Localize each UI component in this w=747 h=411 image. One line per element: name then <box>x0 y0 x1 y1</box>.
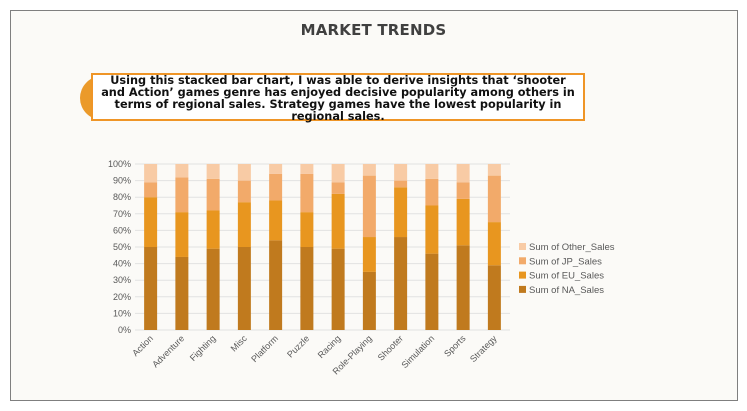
legend-label-na: Sum of NA_Sales <box>529 285 604 296</box>
y-tick-label: 40% <box>113 259 131 269</box>
legend-swatch-other <box>519 243 526 250</box>
legend-swatch-eu <box>519 271 526 279</box>
y-tick-label: 100% <box>108 159 131 169</box>
bar-segment-jp <box>300 173 314 213</box>
y-tick-label: 30% <box>113 275 131 285</box>
x-tick-label: Misc <box>229 333 250 354</box>
bar-segment-jp <box>362 175 376 238</box>
legend-swatch-na <box>519 285 526 293</box>
bar-segment-na <box>331 248 345 330</box>
bar-segment-eu <box>362 237 376 272</box>
bar-segment-eu <box>206 210 220 249</box>
y-tick-label: 10% <box>113 308 131 318</box>
bar-segment-eu <box>175 212 189 257</box>
legend-swatch-jp <box>519 257 526 265</box>
legend-label-other: Sum of Other_Sales <box>529 242 615 253</box>
bar-segment-eu <box>456 198 470 246</box>
bars <box>144 164 501 330</box>
bar-segment-jp <box>144 182 158 198</box>
x-tick-label: Puzzle <box>285 333 311 359</box>
bar-segment-other <box>425 164 439 179</box>
y-tick-label: 20% <box>113 292 131 302</box>
bar-segment-na <box>487 265 501 330</box>
bar-segment-jp <box>487 175 501 223</box>
bar-segment-na <box>206 248 220 330</box>
bar-segment-eu <box>487 222 501 266</box>
bar-segment-na <box>144 247 158 330</box>
y-tick-label: 80% <box>113 192 131 202</box>
x-tick-label: Simulation <box>399 333 436 370</box>
bar-segment-other <box>487 164 501 176</box>
x-tick-label: Adventure <box>150 333 186 369</box>
bar-segment-eu <box>300 212 314 247</box>
x-tick-label: Fighting <box>188 333 218 363</box>
bar-segment-jp <box>331 182 345 194</box>
bar-segment-jp <box>425 178 439 206</box>
legend-label-jp: Sum of JP_Sales <box>529 256 602 267</box>
bar-segment-na <box>456 245 470 330</box>
bar-segment-other <box>456 164 470 183</box>
y-tick-label: 70% <box>113 209 131 219</box>
bar-segment-jp <box>206 178 220 211</box>
bar-segment-na <box>237 247 251 330</box>
x-tick-label: Platform <box>249 333 280 364</box>
bar-segment-na <box>269 240 283 330</box>
legend: Sum of Other_Sales Sum of JP_Sales Sum of … <box>519 242 615 296</box>
y-axis-labels: 0% 10% 20% 30% 40% 50% 60% 70% 80% 90% 100% <box>108 159 131 335</box>
bar-segment-na <box>394 237 408 330</box>
bar-segment-jp <box>237 180 251 203</box>
x-tick-label: Strategy <box>468 333 499 364</box>
bar-segment-jp <box>175 177 189 213</box>
y-tick-label: 50% <box>113 242 131 252</box>
bar-segment-other <box>144 164 158 183</box>
bar-segment-eu <box>269 200 283 241</box>
bar-segment-other <box>394 164 408 181</box>
bar-segment-jp <box>394 180 408 188</box>
page-title: MARKET TRENDS <box>300 21 447 39</box>
bar-segment-other <box>269 164 283 174</box>
bar-segment-jp <box>269 173 283 201</box>
legend-label-eu: Sum of EU_Sales <box>529 271 604 282</box>
bar-segment-na <box>362 271 376 330</box>
bar-segment-eu <box>144 197 158 247</box>
bar-segment-other <box>300 164 314 174</box>
bar-segment-na <box>175 256 189 330</box>
bar-segment-eu <box>394 187 408 238</box>
x-tick-label: Shooter <box>376 333 405 362</box>
insight-box: Using this stacked bar chart, I was able… <box>91 73 585 123</box>
bar-segment-na <box>425 253 439 330</box>
bar-segment-eu <box>237 202 251 247</box>
bar-segment-other <box>237 164 251 181</box>
x-tick-label: Action <box>130 333 155 358</box>
y-tick-label: 0% <box>118 325 131 335</box>
gridlines <box>135 163 510 331</box>
y-tick-label: 90% <box>113 176 131 186</box>
x-tick-label: Sports <box>442 333 468 359</box>
x-tick-label: Racing <box>316 333 343 360</box>
bar-segment-na <box>300 247 314 330</box>
insight-text: Using this stacked bar chart, I was able… <box>101 74 575 123</box>
bar-segment-jp <box>456 182 470 199</box>
y-tick-label: 60% <box>113 225 131 235</box>
bar-segment-other <box>175 164 189 178</box>
bar-segment-other <box>331 164 345 183</box>
bar-segment-other <box>362 164 376 176</box>
bar-segment-eu <box>331 193 345 249</box>
bar-segment-other <box>206 164 220 179</box>
bar-segment-eu <box>425 205 439 254</box>
